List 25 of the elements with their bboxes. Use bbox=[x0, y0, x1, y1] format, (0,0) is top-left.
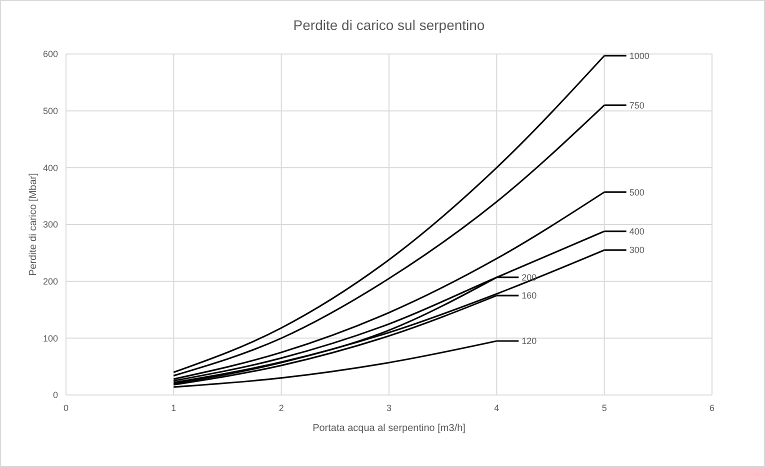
chart-title: Perdite di carico sul serpentino bbox=[293, 17, 485, 33]
x-tick-label: 4 bbox=[494, 403, 500, 413]
y-tick-label: 400 bbox=[42, 162, 58, 173]
x-tick-label: 2 bbox=[278, 403, 284, 413]
x-tick-label: 3 bbox=[386, 403, 392, 413]
y-tick-label: 600 bbox=[42, 49, 58, 60]
y-tick-label: 200 bbox=[42, 276, 58, 286]
legend-label: 500 bbox=[629, 187, 644, 198]
y-axis-title: Perdite di carico [Mbar] bbox=[28, 172, 39, 276]
y-tick-label: 300 bbox=[42, 220, 58, 230]
y-tick-label: 0 bbox=[52, 390, 58, 400]
legend-label: 200 bbox=[522, 272, 537, 283]
legend-label: 120 bbox=[522, 336, 537, 346]
y-tick-label: 500 bbox=[42, 106, 58, 116]
x-tick-label: 0 bbox=[63, 403, 69, 413]
legend-label: 160 bbox=[522, 290, 537, 301]
legend-label: 750 bbox=[629, 100, 644, 110]
legend-label: 400 bbox=[629, 226, 644, 236]
x-tick-label: 5 bbox=[602, 403, 607, 413]
legend-label: 1000 bbox=[629, 50, 650, 61]
x-axis-title: Portata acqua al serpentino [m3/h] bbox=[312, 423, 466, 434]
x-tick-label: 1 bbox=[171, 403, 176, 413]
legend-label: 300 bbox=[629, 245, 644, 256]
x-tick-label: 6 bbox=[709, 403, 715, 413]
y-tick-label: 100 bbox=[42, 333, 58, 344]
